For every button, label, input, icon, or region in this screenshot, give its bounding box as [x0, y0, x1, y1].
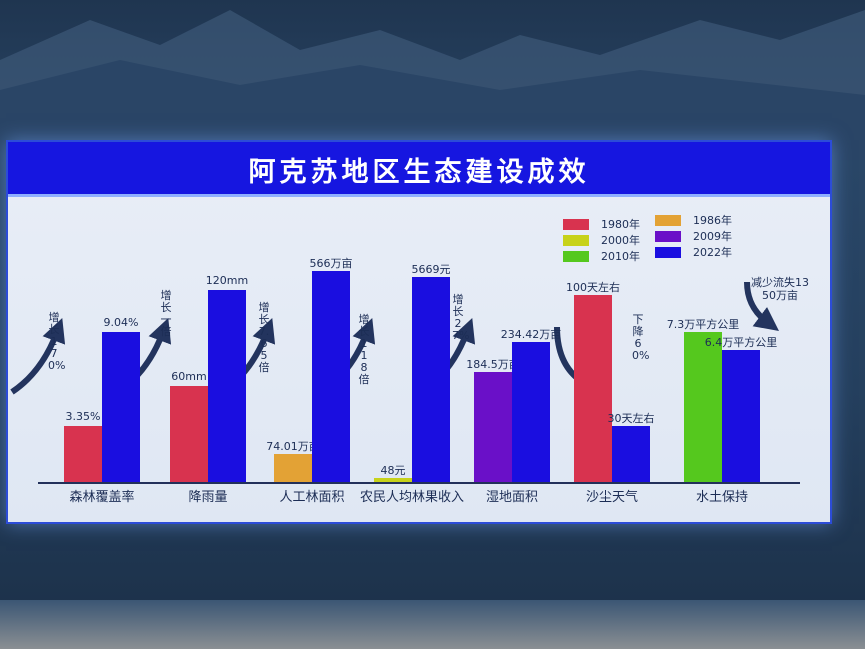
legend-item: 1980年	[563, 216, 640, 232]
arrow-down-icon	[744, 281, 779, 332]
legend-swatch	[655, 246, 681, 258]
legend-swatch	[655, 230, 681, 242]
data-label: 6.4万平方公里	[704, 336, 778, 350]
data-label: 3.35%	[65, 410, 101, 424]
data-label: 5669元	[411, 263, 451, 276]
legend-swatch	[563, 218, 589, 230]
legend-item: 2000年	[563, 232, 640, 248]
display-screen: 阿克苏地区生态建设成效 1980年 1986年 2000年 2009年 2010年 202…	[6, 140, 832, 524]
legend-label: 2010年	[601, 250, 640, 263]
legend-item: 2009年	[655, 228, 732, 244]
bar-2022年	[612, 425, 650, 482]
change-note: 下降60%	[632, 313, 650, 362]
legend-swatch	[655, 214, 681, 226]
floor	[0, 600, 865, 649]
change-note: 增长118倍	[358, 313, 370, 386]
category-label: 森林覆盖率	[69, 490, 135, 505]
bar-2022年	[512, 342, 550, 482]
bar-2022年	[208, 290, 246, 482]
chart-title: 阿克苏地区生态建设成效	[248, 157, 590, 188]
bar-1980年	[64, 426, 102, 482]
category-label: 降雨量	[188, 490, 228, 505]
data-label: 30天左右	[607, 411, 655, 425]
legend-swatch	[563, 234, 589, 246]
legend-item: 2010年	[563, 248, 640, 264]
x-axis	[38, 482, 800, 484]
data-label: 60mm	[171, 370, 207, 383]
legend-label: 1986年	[693, 214, 732, 227]
mountain-backdrop	[0, 10, 865, 160]
change-note: 增长170%	[48, 311, 66, 372]
category-label: 人工林面积	[279, 490, 345, 505]
legend-label: 2000年	[601, 234, 640, 247]
category-label: 农民人均林果收入	[359, 490, 465, 505]
category-label: 湿地面积	[485, 490, 539, 505]
data-label: 566万亩	[309, 257, 353, 270]
data-label: 7.3万平方公里	[666, 318, 740, 331]
category-label: 水土保持	[695, 490, 749, 505]
bar-2022年	[312, 271, 350, 482]
bar-2022年	[722, 350, 760, 482]
bar-1986年	[274, 454, 312, 482]
data-label: 184.5万亩	[466, 357, 520, 371]
legend-swatch	[563, 250, 589, 262]
change-note: 增长一倍	[160, 289, 172, 338]
legend-label: 2022年	[693, 246, 732, 259]
data-label: 120mm	[205, 274, 249, 287]
plot-area: 3.35% 9.04% 森林覆盖率 增长170% 60mm 120mm 降雨量 增长一倍 74.…	[8, 142, 830, 522]
legend-item: 1986年	[655, 212, 732, 228]
change-note: 减少流失1350万亩	[751, 276, 809, 302]
category-label: 沙尘天气	[585, 490, 639, 505]
bar-2000年	[374, 478, 412, 482]
data-label: 74.01万亩	[266, 440, 320, 454]
change-note: 增长7.65倍	[258, 301, 270, 374]
bar-1980年	[170, 386, 208, 482]
data-label: 100天左右	[566, 281, 620, 294]
data-label: 48元	[380, 464, 406, 477]
data-label: 234.42万亩	[500, 328, 562, 341]
title-bar: 阿克苏地区生态建设成效	[8, 142, 830, 197]
legend-item: 2022年	[655, 244, 732, 260]
legend-label: 2009年	[693, 230, 732, 243]
data-label: 9.04%	[103, 316, 139, 329]
arrow-up-icon	[10, 317, 66, 395]
bar-2022年	[102, 332, 140, 482]
change-note: 增长27%	[452, 293, 470, 342]
bar-2022年	[412, 277, 450, 482]
bar-1980年	[574, 295, 612, 482]
bar-2010年	[684, 332, 722, 482]
legend-label: 1980年	[601, 218, 640, 231]
bar-2009年	[474, 371, 512, 482]
